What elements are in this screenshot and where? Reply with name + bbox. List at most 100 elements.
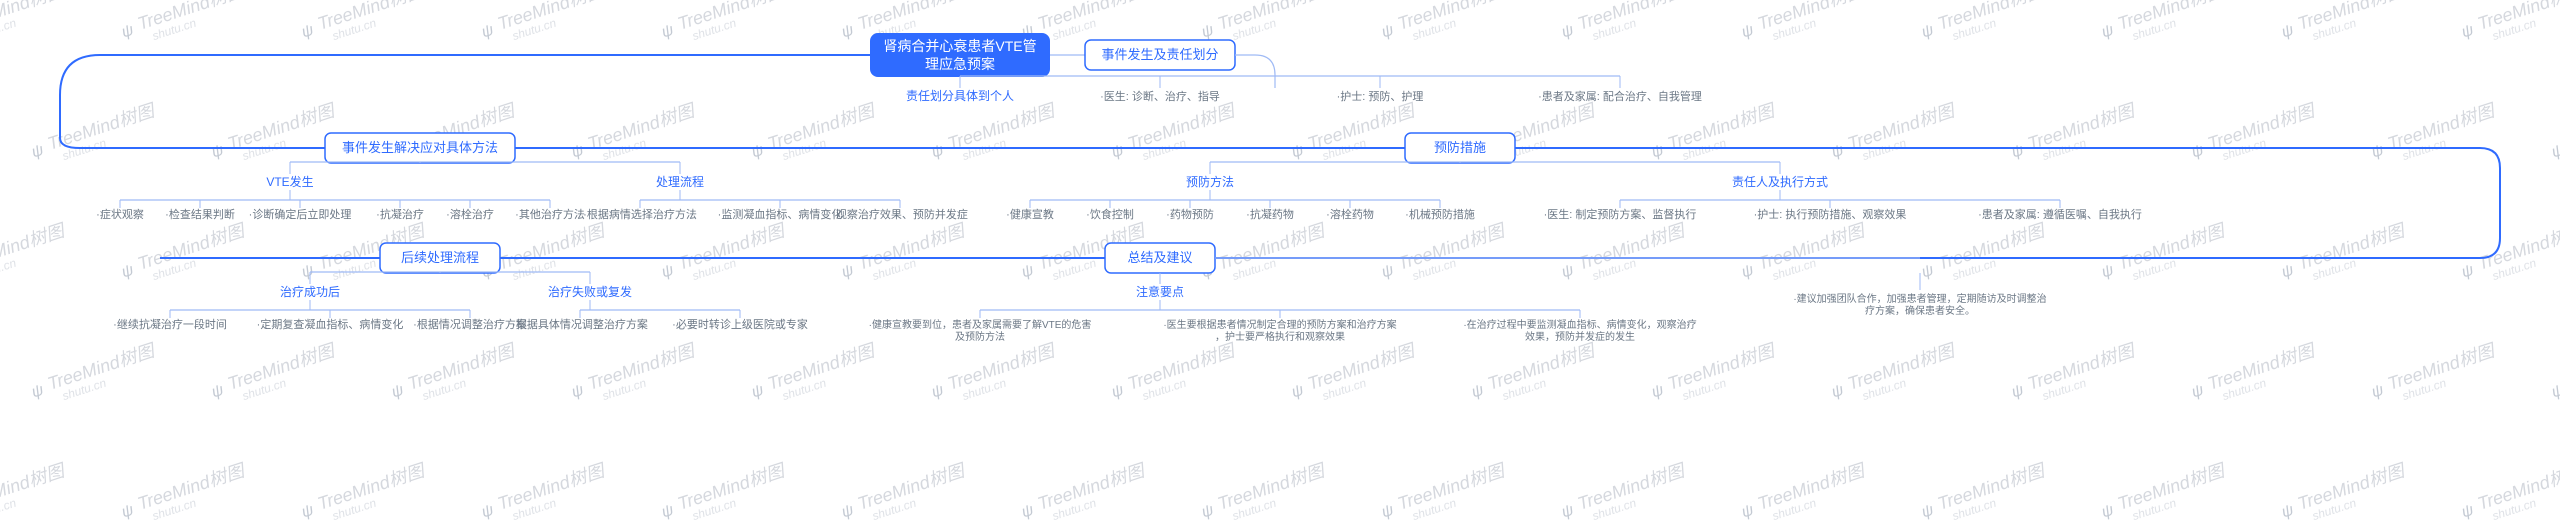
b5-g1-leaf: ·健康宣教要到位，患者及家属需要了解VTE的危害 (869, 318, 1092, 331)
b2-g1: VTE发生 (266, 174, 313, 189)
svg-text:ψ: ψ (1469, 381, 1486, 401)
svg-text:ψ: ψ (1289, 141, 1306, 161)
mindmap-canvas: ψTreeMind树图shutu.cnψTreeMind树图shutu.cnψT… (0, 0, 2560, 523)
b1-row-label: 责任划分具体到个人 (906, 89, 1014, 103)
svg-text:shutu.cn: shutu.cn (0, 496, 18, 523)
b4-g2: 治疗失败或复发 (548, 284, 632, 299)
b4-g2-leaf: ·根据具体情况调整治疗方案 (512, 317, 648, 331)
svg-text:ψ: ψ (29, 381, 46, 401)
b3-g1-leaf: ·抗凝药物 (1246, 207, 1294, 221)
svg-text:ψ: ψ (479, 501, 496, 521)
b2-g1-leaf: ·症状观察 (96, 207, 144, 221)
svg-text:ψ: ψ (479, 21, 496, 41)
svg-text:ψ: ψ (1559, 261, 1576, 281)
b4-g1-leaf: ·定期复查凝血指标、病情变化 (257, 317, 404, 331)
b1-leaf: ·患者及家属: 配合治疗、自我管理 (1538, 89, 1702, 103)
svg-text:ψ: ψ (2279, 261, 2296, 281)
svg-text:ψ: ψ (749, 381, 766, 401)
b5-advice: ·建议加强团队合作，加强患者管理，定期随访及时调整治 (1793, 292, 2046, 305)
b3-g1-leaf: ·饮食控制 (1086, 207, 1134, 221)
svg-text:ψ: ψ (1379, 501, 1396, 521)
b4-g1-leaf: ·根据情况调整治疗方案 (413, 317, 527, 331)
svg-text:ψ: ψ (119, 261, 136, 281)
svg-text:ψ: ψ (209, 381, 226, 401)
svg-text:ψ: ψ (209, 141, 226, 161)
svg-text:ψ: ψ (29, 141, 46, 161)
b5-g1-leaf: 效果，预防并发症的发生 (1525, 330, 1635, 343)
svg-text:ψ: ψ (1739, 501, 1756, 521)
svg-text:ψ: ψ (2459, 261, 2476, 281)
svg-text:ψ: ψ (299, 501, 316, 521)
svg-text:ψ: ψ (2189, 141, 2206, 161)
b5-g1-leaf: ·医生要根据患者情况制定合理的预防方案和治疗方案 (1163, 318, 1396, 331)
b2-g2-leaf: ·根据病情选择治疗方法 (583, 207, 697, 221)
svg-text:ψ: ψ (1199, 501, 1216, 521)
svg-text:ψ: ψ (569, 381, 586, 401)
branch-1-title: 事件发生及责任划分 (1101, 47, 1218, 62)
svg-text:ψ: ψ (1559, 21, 1576, 41)
b2-g1-leaf: ·诊断确定后立即处理 (249, 207, 352, 221)
svg-text:ψ: ψ (659, 261, 676, 281)
svg-text:ψ: ψ (2549, 381, 2560, 401)
svg-text:ψ: ψ (1739, 261, 1756, 281)
svg-text:ψ: ψ (929, 141, 946, 161)
b2-g1-leaf: ·其他治疗方法 (515, 207, 585, 221)
svg-text:ψ: ψ (1109, 381, 1126, 401)
svg-text:ψ: ψ (1379, 21, 1396, 41)
svg-text:ψ: ψ (2189, 381, 2206, 401)
svg-text:ψ: ψ (1019, 261, 1036, 281)
svg-text:ψ: ψ (1109, 141, 1126, 161)
svg-text:ψ: ψ (659, 21, 676, 41)
svg-text:ψ: ψ (1829, 381, 1846, 401)
b2-g2-leaf: ·观察治疗效果、预防并发症 (832, 207, 968, 221)
svg-text:ψ: ψ (2009, 381, 2026, 401)
svg-text:ψ: ψ (2099, 501, 2116, 521)
svg-text:ψ: ψ (1379, 261, 1396, 281)
b4-g2-leaf: ·必要时转诊上级医院或专家 (672, 317, 808, 331)
b3-g1-leaf: ·溶栓药物 (1326, 207, 1374, 221)
svg-text:ψ: ψ (2009, 141, 2026, 161)
svg-text:ψ: ψ (1559, 501, 1576, 521)
b3-g2-leaf: ·患者及家属: 遵循医嘱、自我执行 (1978, 207, 2142, 221)
svg-text:ψ: ψ (1649, 141, 1666, 161)
svg-text:ψ: ψ (839, 261, 856, 281)
root-title-2: 理应急预案 (925, 56, 995, 72)
b5-g1-leaf: ·在治疗过程中要监测凝血指标、病情变化，观察治疗 (1463, 318, 1696, 331)
b3-g1-leaf: ·健康宣教 (1006, 207, 1054, 221)
b1-leaf: ·医生: 诊断、治疗、指导 (1100, 89, 1220, 103)
svg-text:ψ: ψ (2549, 141, 2560, 161)
svg-text:ψ: ψ (1919, 21, 1936, 41)
b4-g1: 治疗成功后 (280, 285, 340, 299)
branch-4-title: 后续处理流程 (401, 250, 479, 265)
b5-g1: 注意要点 (1136, 284, 1184, 299)
svg-text:shutu.cn: shutu.cn (0, 16, 18, 43)
svg-text:ψ: ψ (1919, 501, 1936, 521)
svg-text:ψ: ψ (2459, 501, 2476, 521)
b1-leaf: ·护士: 预防、护理 (1337, 89, 1424, 103)
svg-text:ψ: ψ (1919, 261, 1936, 281)
b3-g1-leaf: ·机械预防措施 (1405, 207, 1475, 221)
svg-text:ψ: ψ (2369, 381, 2386, 401)
svg-text:ψ: ψ (389, 381, 406, 401)
root-title-1: 肾病合并心衰患者VTE管 (883, 38, 1036, 54)
svg-text:ψ: ψ (839, 501, 856, 521)
b3-g2-leaf: ·医生: 制定预防方案、监督执行 (1544, 207, 1697, 221)
b2-g2-leaf: ·监测凝血指标、病情变化 (718, 207, 843, 221)
svg-text:ψ: ψ (1649, 381, 1666, 401)
svg-text:ψ: ψ (2459, 21, 2476, 41)
svg-text:ψ: ψ (569, 141, 586, 161)
branch-5-title: 总结及建议 (1127, 250, 1192, 265)
branch-3-title: 预防措施 (1434, 140, 1486, 155)
b5-advice: 疗方案，确保患者安全。 (1865, 304, 1975, 317)
svg-text:ψ: ψ (2369, 141, 2386, 161)
svg-text:ψ: ψ (119, 501, 136, 521)
b2-g1-leaf: ·检查结果判断 (165, 207, 235, 221)
svg-text:ψ: ψ (1289, 381, 1306, 401)
svg-text:ψ: ψ (2279, 21, 2296, 41)
b5-g1-leaf: ，护士要严格执行和观察效果 (1215, 330, 1345, 343)
svg-text:ψ: ψ (2099, 261, 2116, 281)
b2-g1-leaf: ·溶栓治疗 (446, 207, 494, 221)
svg-text:ψ: ψ (2099, 21, 2116, 41)
svg-text:ψ: ψ (749, 141, 766, 161)
b3-g2: 责任人及执行方式 (1732, 174, 1828, 189)
